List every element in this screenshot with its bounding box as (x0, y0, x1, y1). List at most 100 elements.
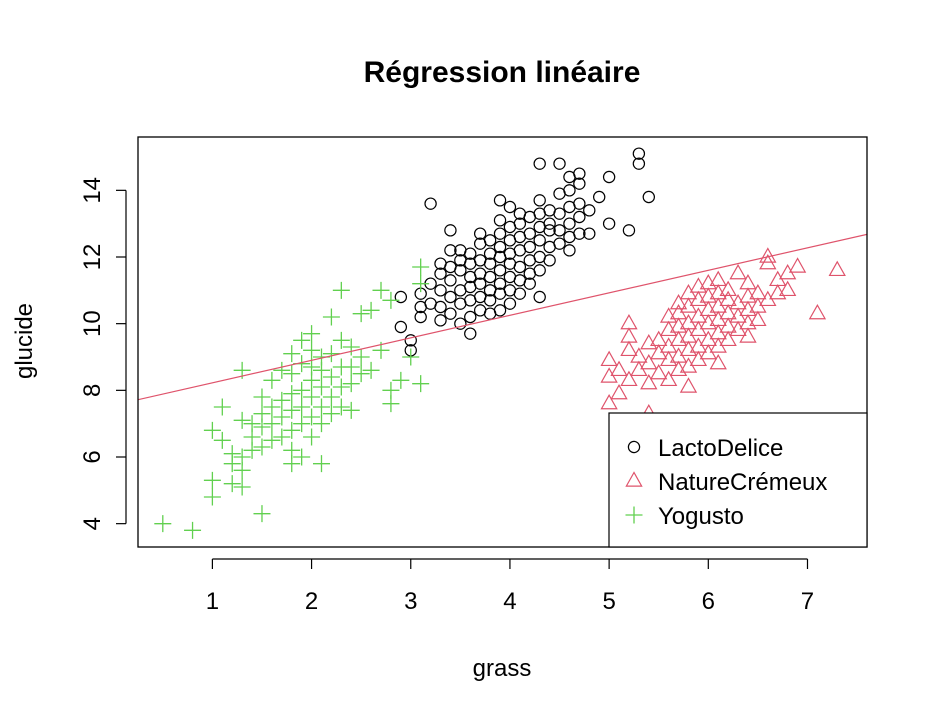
data-point (253, 388, 271, 406)
plot-frame (137, 136, 868, 548)
data-point (602, 217, 616, 230)
data-point (273, 428, 291, 446)
data-point (709, 270, 727, 287)
data-point (650, 330, 668, 347)
data-point (312, 455, 330, 473)
data-point (223, 445, 241, 463)
data-point (533, 290, 546, 304)
data-point (610, 360, 628, 377)
data-point (630, 347, 648, 363)
data-point (533, 234, 546, 247)
data-point (620, 327, 638, 343)
data-point (342, 375, 360, 393)
data-point (233, 411, 251, 429)
data-point (283, 441, 301, 459)
data-point (699, 300, 717, 317)
x-axis-label: grass (473, 655, 532, 682)
data-point (620, 313, 638, 330)
data-point (154, 515, 172, 533)
data-point (303, 388, 321, 406)
data-point (293, 381, 311, 399)
data-point (444, 244, 457, 257)
data-point (223, 475, 241, 493)
data-point (659, 370, 678, 387)
data-point (412, 375, 430, 393)
y-tick-label: 4 (79, 517, 106, 530)
data-point (444, 274, 457, 287)
data-point (473, 277, 487, 290)
data-point (332, 331, 350, 349)
x-tick-label: 3 (404, 588, 417, 615)
data-point (523, 240, 536, 254)
data-point (273, 361, 291, 379)
data-point (283, 421, 301, 439)
series-yogusto (154, 258, 430, 539)
data-point (689, 277, 708, 293)
data-point (632, 147, 646, 160)
data-point (739, 327, 757, 343)
data-point (213, 431, 231, 449)
data-point (394, 290, 408, 304)
data-point (513, 260, 527, 274)
data-point (184, 521, 202, 539)
data-point (444, 290, 457, 304)
data-point (382, 291, 400, 309)
data-point (434, 300, 447, 314)
data-point (593, 190, 606, 204)
data-point (808, 303, 827, 320)
legend-marker (627, 440, 641, 454)
data-point (759, 247, 777, 263)
data-point (600, 350, 618, 367)
data-point (434, 314, 447, 327)
data-point (283, 365, 301, 383)
data-point (719, 280, 737, 297)
data-point (632, 157, 646, 170)
data-point (739, 273, 757, 290)
y-axis-label: glucide (11, 303, 38, 379)
data-point (312, 398, 330, 416)
data-point (412, 275, 430, 293)
data-point (312, 378, 330, 396)
data-point (719, 290, 737, 307)
data-point (464, 327, 477, 340)
data-point (669, 360, 688, 377)
data-point (600, 393, 618, 410)
data-point (303, 341, 321, 359)
data-point (332, 281, 350, 299)
data-point (553, 224, 566, 237)
data-point (342, 401, 360, 419)
data-point (342, 338, 360, 356)
data-point (352, 365, 370, 383)
data-point (563, 244, 576, 257)
y-axis: 4 6 8 10 12 14 (79, 177, 127, 530)
data-point (493, 194, 507, 207)
data-point (602, 170, 616, 184)
data-point (464, 247, 477, 260)
data-point (769, 283, 787, 300)
data-point (394, 320, 408, 334)
data-point (679, 377, 698, 393)
data-point (778, 280, 797, 297)
data-point (729, 263, 747, 280)
x-tick-label: 6 (702, 588, 715, 615)
data-point (553, 237, 566, 250)
data-point (434, 267, 447, 280)
data-point (382, 381, 400, 399)
data-point (283, 345, 301, 363)
x-tick-label: 2 (305, 588, 318, 615)
data-point (283, 385, 301, 403)
data-point (362, 301, 380, 319)
data-point (493, 264, 507, 277)
x-tick-label: 5 (602, 588, 615, 615)
data-point (303, 408, 321, 426)
x-tick-label: 4 (503, 588, 516, 615)
data-point (493, 277, 507, 290)
data-point (620, 370, 638, 387)
data-point (610, 383, 628, 400)
legend-label: Yogusto (658, 503, 744, 530)
data-point (263, 398, 281, 416)
data-point (263, 431, 281, 449)
y-tick-label: 14 (79, 177, 106, 204)
data-point (273, 391, 291, 409)
